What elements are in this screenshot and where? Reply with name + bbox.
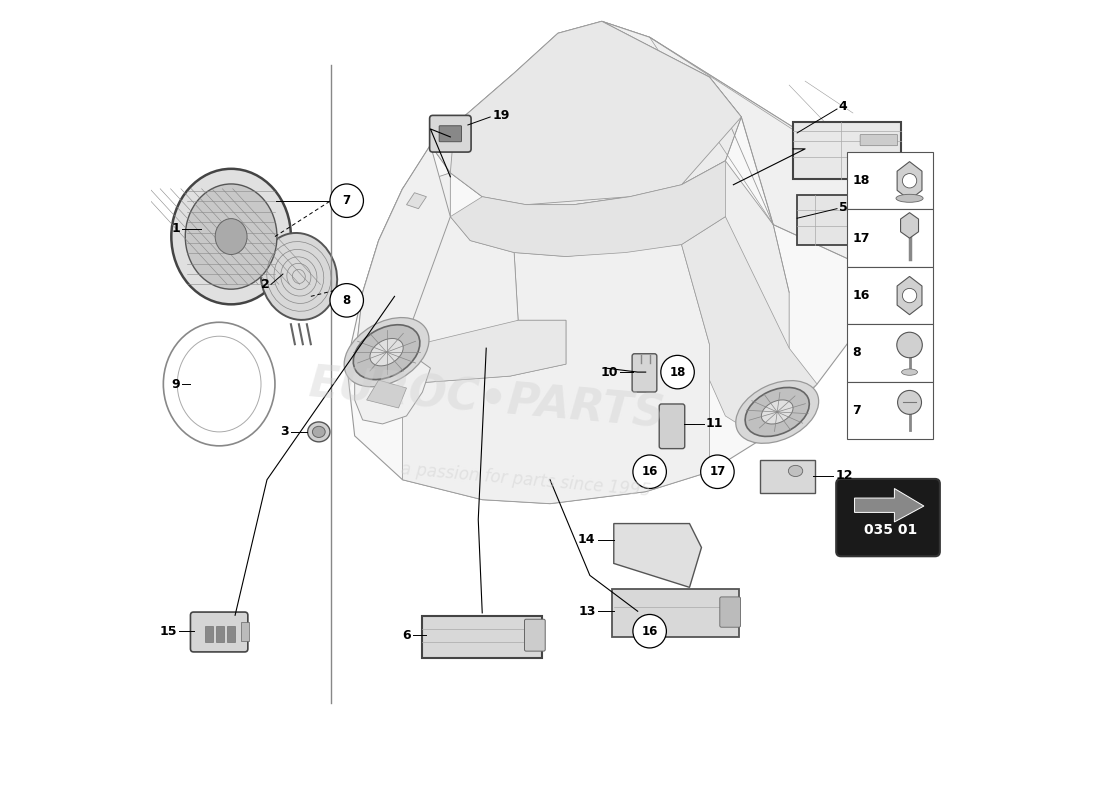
- Polygon shape: [450, 22, 741, 205]
- Text: 4: 4: [838, 100, 847, 113]
- Text: 16: 16: [852, 289, 869, 302]
- FancyBboxPatch shape: [760, 460, 815, 494]
- Polygon shape: [354, 292, 565, 384]
- Ellipse shape: [312, 426, 326, 438]
- Polygon shape: [898, 162, 922, 200]
- Circle shape: [898, 390, 922, 414]
- Bar: [242, 622, 250, 641]
- FancyBboxPatch shape: [719, 597, 740, 627]
- Text: 18: 18: [852, 174, 869, 187]
- Circle shape: [632, 614, 667, 648]
- Circle shape: [902, 288, 916, 302]
- FancyBboxPatch shape: [836, 479, 939, 556]
- Text: 1: 1: [172, 222, 180, 235]
- Ellipse shape: [353, 325, 420, 379]
- Text: 13: 13: [579, 605, 596, 618]
- Polygon shape: [366, 380, 407, 408]
- Ellipse shape: [761, 400, 793, 424]
- Text: 18: 18: [670, 366, 685, 378]
- Text: 15: 15: [160, 625, 177, 638]
- Bar: [227, 626, 235, 642]
- Circle shape: [661, 355, 694, 389]
- Text: 7: 7: [852, 404, 861, 417]
- Circle shape: [632, 455, 667, 489]
- FancyBboxPatch shape: [659, 404, 684, 449]
- Ellipse shape: [902, 369, 917, 375]
- Ellipse shape: [261, 233, 338, 320]
- FancyBboxPatch shape: [613, 589, 739, 637]
- Text: 2: 2: [261, 278, 270, 291]
- Bar: [847, 152, 934, 210]
- Ellipse shape: [308, 422, 330, 442]
- Ellipse shape: [172, 169, 290, 304]
- Bar: [847, 382, 934, 439]
- Bar: [216, 626, 224, 642]
- FancyBboxPatch shape: [798, 195, 896, 245]
- Ellipse shape: [370, 338, 404, 366]
- Text: 17: 17: [710, 466, 726, 478]
- Ellipse shape: [736, 381, 818, 443]
- Text: a passion for parts since 1995: a passion for parts since 1995: [400, 460, 652, 500]
- Polygon shape: [354, 145, 450, 424]
- Bar: [847, 210, 934, 267]
- Polygon shape: [898, 277, 922, 314]
- Text: 035 01: 035 01: [864, 523, 917, 537]
- Polygon shape: [602, 22, 884, 269]
- Polygon shape: [450, 161, 725, 257]
- FancyBboxPatch shape: [422, 616, 542, 658]
- Text: 19: 19: [493, 109, 510, 122]
- FancyBboxPatch shape: [860, 134, 898, 146]
- Text: 8: 8: [852, 346, 861, 359]
- Circle shape: [902, 174, 916, 188]
- Ellipse shape: [745, 387, 810, 437]
- FancyBboxPatch shape: [190, 612, 248, 652]
- Polygon shape: [346, 22, 884, 504]
- Polygon shape: [363, 173, 518, 348]
- Polygon shape: [614, 523, 702, 587]
- Polygon shape: [682, 161, 789, 380]
- Text: 16: 16: [641, 466, 658, 478]
- Text: 11: 11: [705, 418, 723, 430]
- Circle shape: [330, 184, 363, 218]
- Text: 7: 7: [342, 194, 351, 207]
- Polygon shape: [855, 489, 924, 522]
- Text: 16: 16: [641, 625, 658, 638]
- Text: 5: 5: [838, 201, 847, 214]
- Circle shape: [330, 284, 363, 317]
- Circle shape: [896, 332, 922, 358]
- Text: 14: 14: [578, 533, 595, 546]
- Text: EUROC•PARTS: EUROC•PARTS: [306, 363, 667, 437]
- FancyBboxPatch shape: [430, 115, 471, 152]
- Bar: [847, 267, 934, 324]
- Text: 8: 8: [342, 294, 351, 307]
- Ellipse shape: [216, 218, 248, 254]
- Ellipse shape: [896, 194, 923, 202]
- Ellipse shape: [344, 318, 429, 386]
- Polygon shape: [407, 193, 427, 209]
- Ellipse shape: [789, 466, 803, 477]
- Text: 3: 3: [279, 426, 288, 438]
- Bar: [847, 324, 934, 382]
- Text: 10: 10: [601, 366, 618, 378]
- Text: 6: 6: [402, 629, 410, 642]
- FancyBboxPatch shape: [525, 619, 546, 651]
- FancyBboxPatch shape: [793, 122, 901, 179]
- Polygon shape: [403, 245, 710, 504]
- FancyBboxPatch shape: [439, 126, 462, 142]
- Polygon shape: [901, 213, 918, 238]
- Text: 9: 9: [172, 378, 180, 390]
- Text: 12: 12: [835, 470, 852, 482]
- Circle shape: [701, 455, 734, 489]
- Bar: [205, 626, 212, 642]
- Polygon shape: [682, 217, 817, 436]
- Polygon shape: [430, 22, 741, 205]
- FancyBboxPatch shape: [632, 354, 657, 392]
- Ellipse shape: [185, 184, 277, 289]
- Text: 17: 17: [852, 232, 870, 245]
